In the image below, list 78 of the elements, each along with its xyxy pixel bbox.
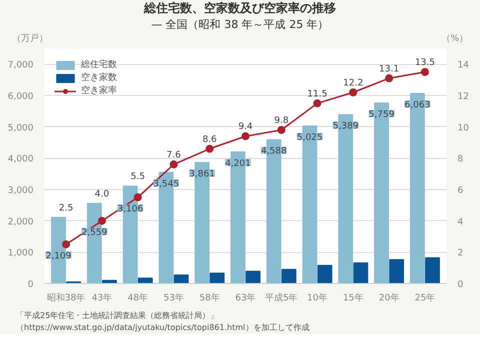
y-tick-label: 5,000	[8, 123, 34, 134]
data-label: 4.0	[94, 189, 110, 200]
y2-axis-title: （%）	[441, 33, 468, 46]
point	[62, 240, 70, 248]
point	[277, 126, 286, 134]
data-label: 2,559	[82, 228, 108, 238]
data-label: 5,759	[368, 110, 395, 120]
point	[420, 68, 429, 76]
y-tick-label: 6,000	[8, 92, 34, 102]
x-tick-label: 15年	[342, 292, 364, 304]
x-tick-label: 48年	[128, 292, 148, 304]
data-label: 2,109	[46, 251, 72, 262]
bar	[246, 270, 260, 284]
text: 「平成25年住宅・土地統計調査結果（総務省統計局）」	[15, 310, 220, 322]
y-tick-label: 0	[28, 280, 34, 290]
bar	[210, 272, 225, 284]
data-label: 11.5	[307, 89, 328, 100]
point	[98, 216, 106, 225]
text: （https://www.stat.go.jp/data/jyutaku/topics/topi861.html）を加工して作成	[15, 322, 310, 334]
legend-label: 総住宅数	[81, 58, 117, 71]
legend-label: 空き家数	[81, 72, 117, 84]
point	[170, 160, 178, 168]
data-label: 9.8	[274, 116, 289, 126]
bar	[353, 262, 368, 284]
data-label: 2.5	[58, 203, 74, 214]
data-label: 5,389	[332, 122, 359, 132]
data-label: 3,106	[117, 204, 144, 214]
bar	[425, 257, 440, 284]
data-label: 12.2	[343, 78, 364, 88]
y2-tick-label: 0	[458, 280, 464, 290]
x-tick-label: 平成5年	[265, 292, 298, 304]
y-tick-label: 7,000	[8, 60, 34, 71]
bar	[281, 268, 296, 284]
data-label: 4,201	[225, 158, 251, 169]
y2-tick-label: 4	[458, 217, 464, 228]
data-label: 8.6	[202, 134, 218, 145]
legend-label: 空き家率	[81, 84, 117, 97]
point	[385, 74, 394, 82]
x-tick-label: 58年	[199, 292, 220, 304]
x-tick-label: 63年	[235, 292, 256, 304]
y2-tick-label: 12	[458, 92, 469, 102]
data-label: 5,025	[296, 133, 323, 144]
x-tick-label: 53年	[163, 292, 184, 304]
y-tick-label: 1,000	[8, 248, 34, 259]
data-label: 5.5	[130, 172, 145, 182]
bar	[389, 259, 404, 284]
x-tick-label: 10年	[307, 292, 328, 304]
bar	[174, 274, 189, 284]
point	[242, 132, 250, 140]
y-tick-label: 4,000	[8, 154, 34, 165]
y2-tick-label: 8	[458, 154, 464, 165]
x-tick-label: 25年	[414, 292, 436, 304]
bar	[138, 278, 153, 284]
point	[206, 144, 214, 153]
y2-tick-label: 10	[458, 123, 470, 134]
data-label: 3,545	[153, 179, 180, 190]
y-tick-label: 3,000	[8, 186, 34, 196]
data-label: 13.1	[379, 64, 400, 74]
data-label: 3,861	[189, 170, 215, 180]
chart-subtitle: — 全国（昭和 38 年～平成 25 年）	[150, 17, 330, 33]
y-tick-label: 2,000	[8, 217, 34, 228]
chart-title: 総住宅数、空家数及び空家率の推移	[142, 0, 337, 17]
point	[134, 193, 142, 202]
y2-tick-label: 6	[458, 186, 464, 196]
data-label: 13.5	[414, 58, 435, 68]
bar	[317, 264, 332, 284]
data-label: 9.4	[238, 122, 253, 132]
x-tick-label: 43年	[92, 292, 112, 304]
y-axis-title: （万戸）	[12, 33, 48, 46]
point	[313, 99, 322, 108]
data-label: 7.6	[166, 150, 182, 160]
data-label: 6,063	[404, 100, 430, 111]
x-tick-label: 昭和38年	[46, 292, 86, 304]
x-tick-label: 20年	[378, 292, 400, 304]
data-label: 4,588	[260, 146, 288, 157]
point	[349, 88, 358, 96]
y2-tick-label: 2	[458, 248, 464, 259]
y2-tick-label: 14	[458, 60, 470, 71]
